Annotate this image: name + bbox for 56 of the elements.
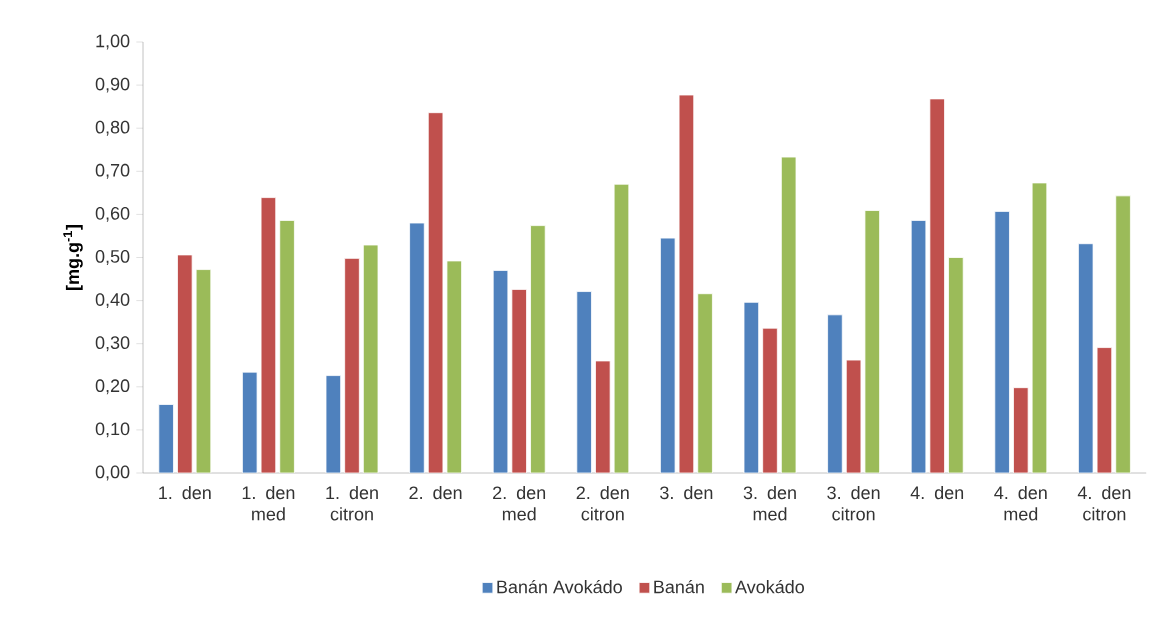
legend-label: Banán	[654, 579, 704, 594]
bar	[1096, 347, 1113, 473]
y-tick-label: 0,10	[95, 422, 130, 438]
bar	[1115, 195, 1131, 473]
bar	[827, 314, 843, 473]
bar	[1013, 387, 1029, 473]
bar	[1031, 182, 1048, 473]
bar	[780, 156, 797, 473]
x-tick-label: 4. den citron	[1077, 485, 1131, 521]
x-tick-label: 2. den med	[493, 485, 546, 521]
x-tick-label: 3. den citron	[827, 485, 880, 521]
y-axis-title: [mg.g$^{-1}$]	[63, 225, 83, 290]
y-tick-label: 0,70	[95, 163, 130, 179]
bar	[613, 183, 630, 473]
bar	[427, 112, 444, 473]
bar	[595, 360, 611, 473]
x-tick-label: 2. den	[409, 485, 462, 500]
bar	[446, 260, 463, 473]
x-tick-label: 3. den med	[743, 485, 796, 521]
y-tick-label: 0,50	[95, 250, 130, 265]
y-tick-label: 0,90	[95, 77, 130, 93]
x-tick-label: 1. den citron	[326, 485, 378, 521]
x-tick-label: 1. den	[159, 485, 211, 500]
bar	[260, 197, 277, 473]
legend-label: Avokádo	[735, 579, 804, 594]
bar	[576, 291, 592, 473]
bar	[994, 210, 1010, 473]
bar	[511, 288, 527, 473]
bar	[177, 254, 193, 473]
x-tick-label: 2. den citron	[576, 485, 629, 521]
bar	[530, 225, 546, 473]
y-tick-label: 0,20	[95, 379, 130, 395]
bar	[344, 257, 360, 473]
x-tick-label: 4. den	[910, 485, 964, 500]
bar	[409, 222, 425, 473]
bar	[697, 293, 713, 473]
bar	[678, 94, 695, 473]
y-tick-label: 0,60	[95, 206, 130, 222]
bar	[762, 327, 778, 473]
bar	[158, 404, 174, 473]
y-tick-label: 0,00	[95, 465, 130, 481]
bar	[279, 220, 295, 473]
bar	[195, 269, 212, 473]
x-tick-label: 3. den	[660, 485, 713, 500]
x-tick-label: 4. den med	[994, 485, 1047, 521]
bar	[864, 210, 881, 473]
x-tick-label: 1. den med	[242, 485, 295, 521]
bar	[948, 257, 964, 473]
y-tick-label: 0,80	[95, 120, 130, 136]
y-tick-label: 0,40	[95, 293, 130, 309]
y-tick-label: 1,00	[96, 34, 130, 50]
bar	[362, 244, 379, 473]
y-tick-label: 0,30	[95, 336, 130, 352]
bar	[929, 98, 945, 473]
legend-label: Banán Avokádo	[497, 579, 622, 594]
bar	[845, 359, 862, 473]
